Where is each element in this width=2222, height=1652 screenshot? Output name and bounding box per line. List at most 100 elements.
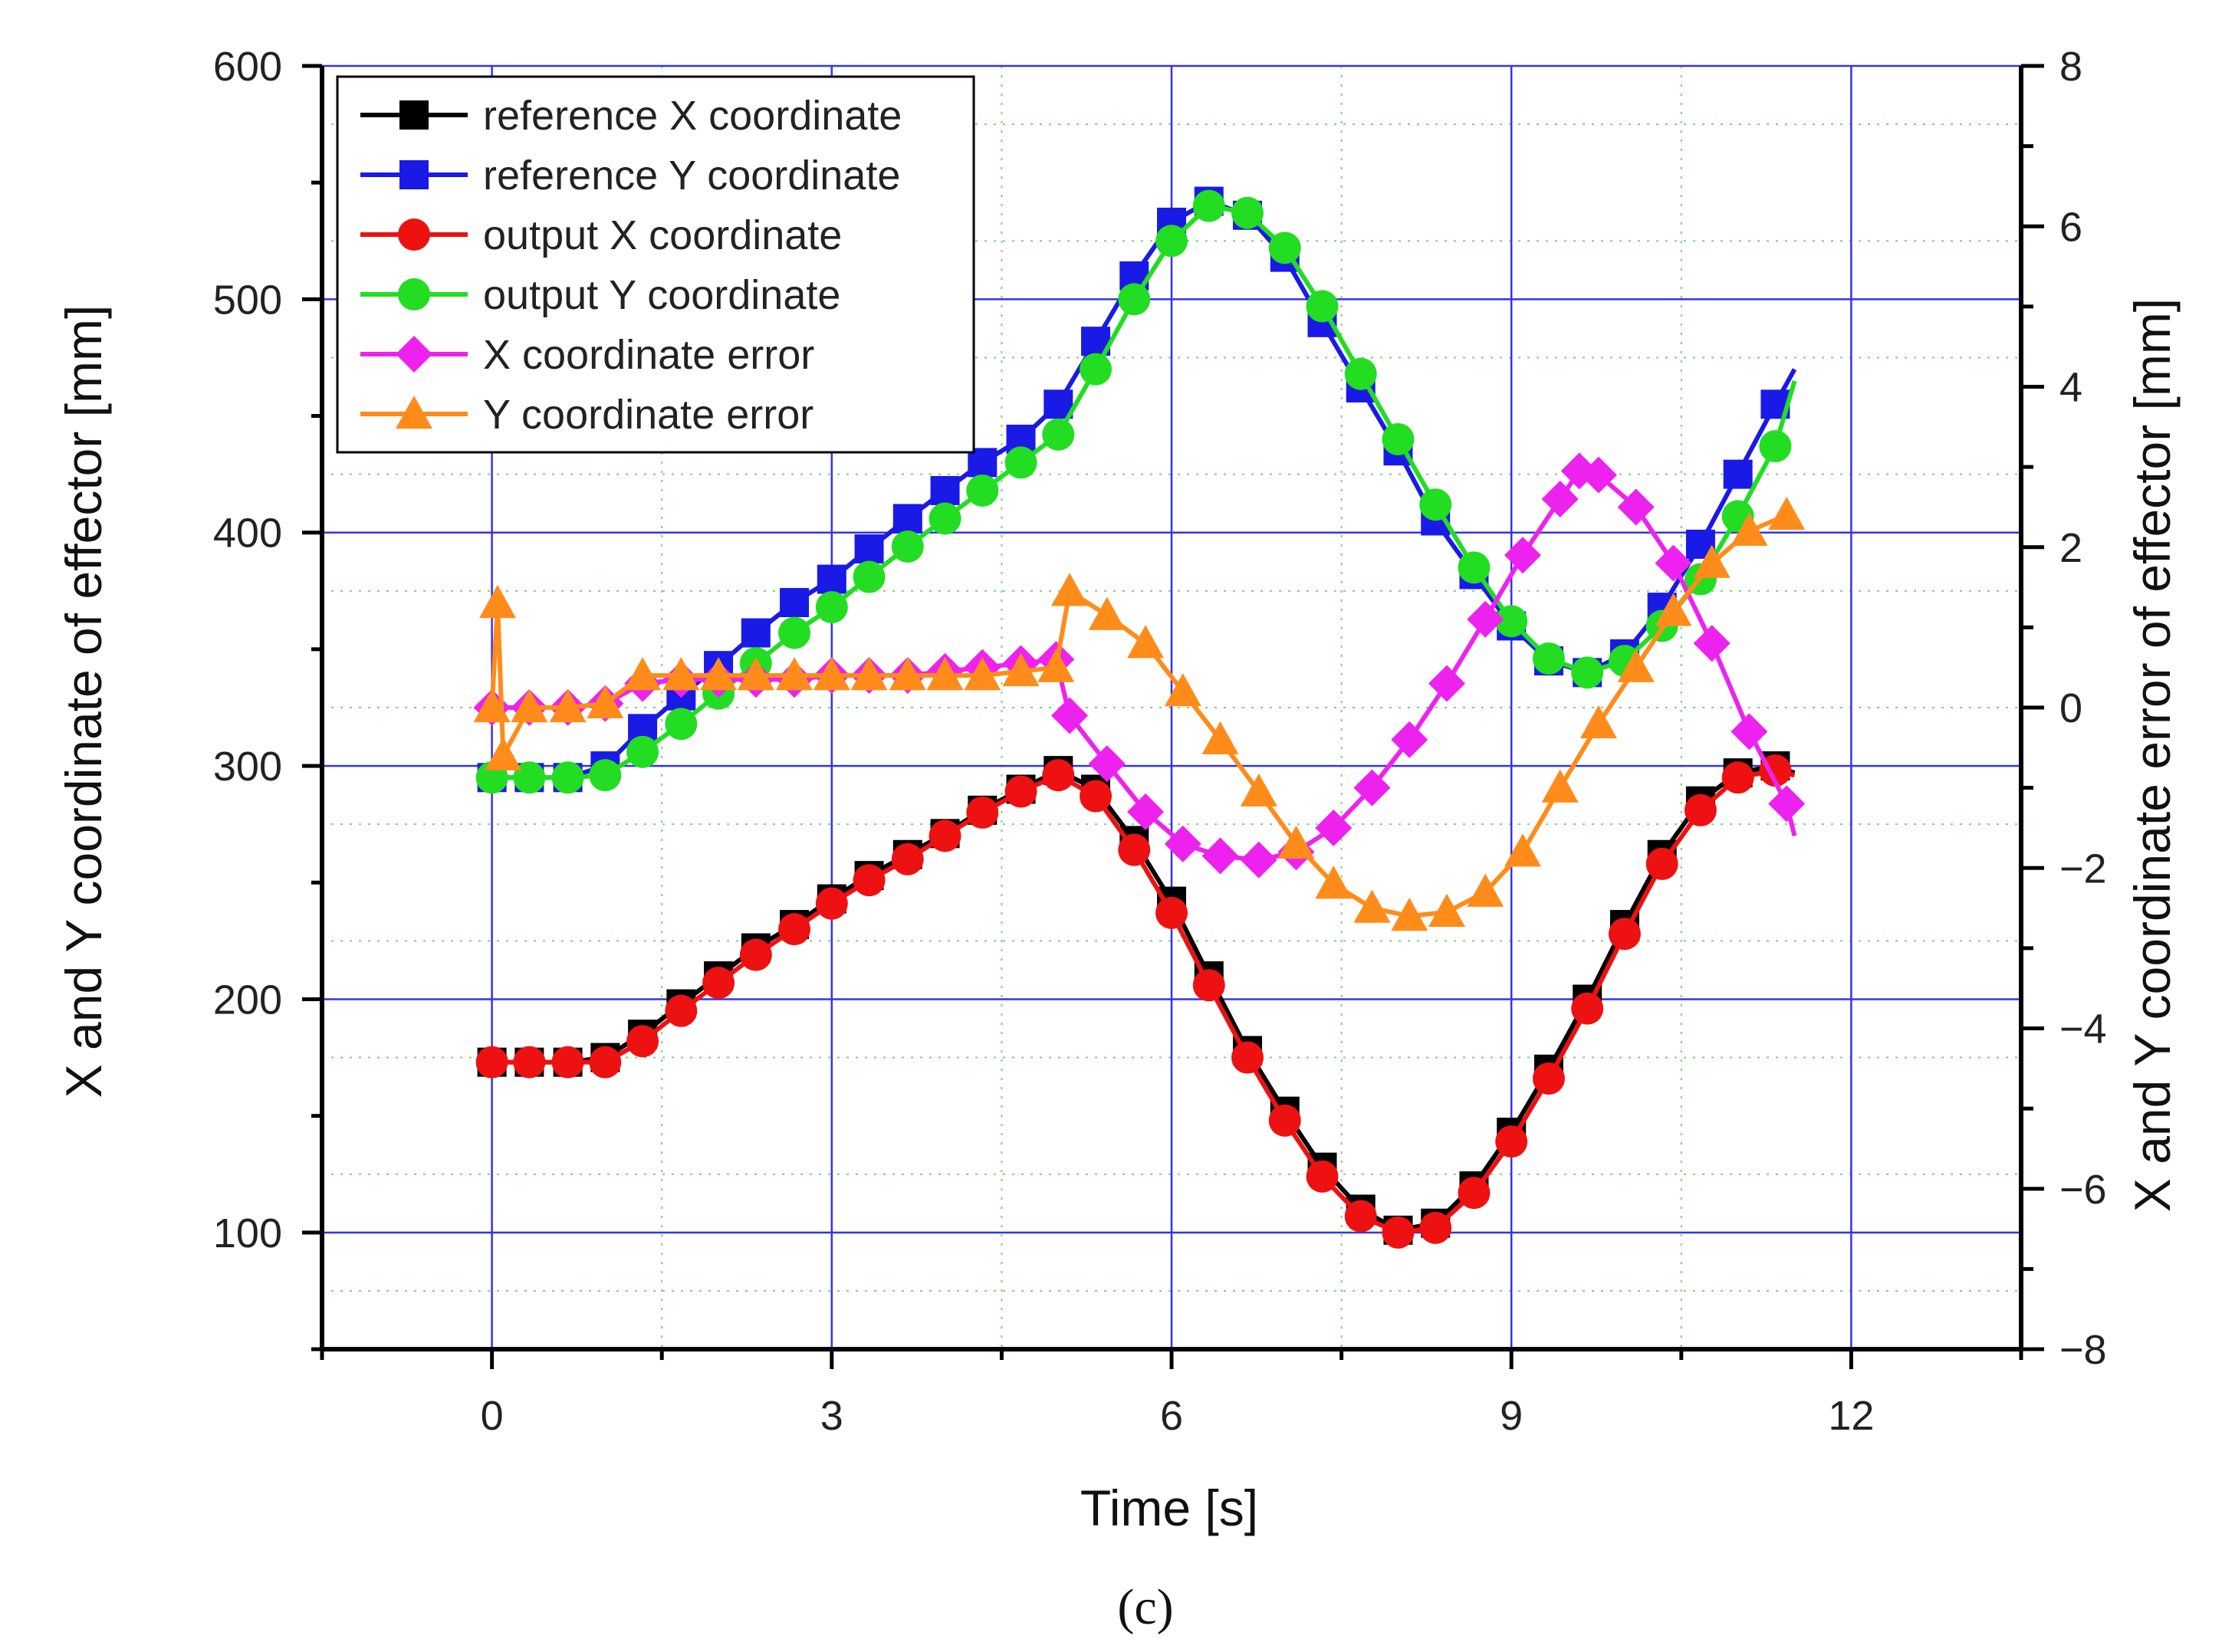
- data-point: [930, 475, 960, 505]
- data-point: [1155, 896, 1188, 929]
- y2-tick-label: 0: [2059, 685, 2082, 731]
- data-point: [1532, 642, 1565, 675]
- legend-item: output Y coordinate: [360, 272, 840, 318]
- data-point: [1240, 841, 1277, 879]
- data-point: [549, 689, 587, 723]
- data-point: [1458, 551, 1491, 584]
- data-point: [1571, 992, 1604, 1025]
- data-point: [1231, 1041, 1264, 1074]
- data-point: [854, 534, 884, 564]
- data-point: [780, 588, 810, 618]
- data-point: [1495, 1125, 1528, 1158]
- legend-item: reference X coordinate: [360, 93, 902, 139]
- y2-axis-title: X and Y coordinate error of effector [mm…: [2124, 298, 2181, 1212]
- legend-label: output X coordinate: [483, 212, 842, 258]
- data-point: [1391, 721, 1428, 758]
- data-point: [1768, 496, 1806, 530]
- data-point: [1201, 837, 1239, 875]
- y2-tick-label: 2: [2059, 525, 2082, 571]
- data-point: [1731, 512, 1768, 547]
- data-point: [1617, 488, 1655, 526]
- data-point: [485, 737, 522, 770]
- y2-tick-label: −6: [2059, 1167, 2107, 1213]
- data-point: [778, 616, 811, 649]
- legend-item: Y coordinate error: [360, 392, 814, 438]
- legend-label: output Y coordinate: [483, 272, 840, 318]
- legend-label: Y coordinate error: [483, 392, 814, 438]
- data-point: [1268, 232, 1301, 264]
- y2-tick-label: −4: [2059, 1007, 2107, 1053]
- data-point: [1037, 649, 1075, 682]
- data-point: [475, 1046, 508, 1079]
- data-point: [1723, 459, 1753, 489]
- data-point: [1504, 537, 1541, 574]
- data-point: [1655, 593, 1692, 626]
- legend-swatch-marker: [396, 396, 432, 429]
- legend-item: X coordinate error: [360, 332, 814, 378]
- y-tick-label: 400: [213, 511, 282, 557]
- data-point: [1231, 196, 1264, 229]
- data-point: [1051, 697, 1089, 734]
- data-point: [1192, 969, 1225, 1002]
- data-point: [626, 1025, 659, 1058]
- data-point: [1353, 769, 1391, 806]
- data-point: [853, 560, 886, 593]
- data-point: [1382, 1216, 1415, 1249]
- data-point: [702, 967, 735, 1000]
- data-point: [892, 504, 922, 534]
- data-point: [1541, 769, 1579, 803]
- data-point: [1353, 889, 1391, 923]
- legend-item: output X coordinate: [360, 212, 842, 258]
- series-y-coordinate-error: [473, 496, 1806, 931]
- data-point: [1315, 809, 1353, 846]
- data-point: [1419, 488, 1452, 521]
- data-point: [1495, 605, 1528, 638]
- data-point: [551, 1046, 584, 1079]
- data-point: [1088, 745, 1126, 783]
- data-point: [1759, 430, 1792, 463]
- data-point: [513, 1046, 546, 1079]
- legend-swatch-marker: [396, 336, 432, 373]
- data-point: [1532, 1062, 1565, 1095]
- data-point: [1164, 825, 1201, 862]
- legend-item: reference Y coordinate: [360, 153, 900, 199]
- data-point: [1467, 873, 1504, 907]
- data-point: [1541, 480, 1579, 517]
- data-point: [1684, 793, 1717, 826]
- data-point: [1042, 418, 1075, 451]
- data-point: [891, 842, 924, 875]
- data-point: [624, 657, 662, 691]
- data-point: [1458, 1177, 1491, 1210]
- data-point: [815, 591, 848, 624]
- chart-text: Time [s] X and Y coordinate of effector …: [55, 298, 2181, 1635]
- data-point: [589, 1046, 622, 1079]
- y-tick-label: 200: [213, 977, 282, 1023]
- data-point: [1731, 713, 1768, 750]
- data-point: [853, 864, 886, 897]
- panel-label: (c): [1117, 1579, 1173, 1635]
- data-point: [1192, 189, 1225, 222]
- y-axis-title: X and Y coordinate of effector [mm]: [55, 305, 112, 1099]
- data-point: [1002, 652, 1040, 687]
- x-tick-label: 12: [1828, 1393, 1874, 1439]
- data-point: [587, 685, 624, 718]
- data-point: [1004, 775, 1037, 808]
- y2-tick-label: −8: [2059, 1327, 2107, 1373]
- legend-swatch-marker: [398, 278, 430, 310]
- data-point: [1051, 573, 1089, 606]
- data-point: [1344, 357, 1377, 390]
- legend-label: reference Y coordinate: [483, 153, 900, 199]
- data-point: [815, 887, 848, 920]
- legend: reference X coordinate reference Y coordi…: [336, 75, 975, 454]
- y2-tick-label: −2: [2059, 846, 2107, 892]
- x-tick-label: 0: [481, 1393, 504, 1439]
- data-point: [513, 761, 546, 794]
- data-point: [1382, 422, 1415, 455]
- data-point: [1428, 665, 1465, 702]
- data-point: [889, 657, 926, 691]
- data-point: [1579, 704, 1617, 739]
- data-point: [1768, 785, 1806, 823]
- series-output-x-coordinate: [475, 754, 1796, 1249]
- data-point: [850, 657, 888, 691]
